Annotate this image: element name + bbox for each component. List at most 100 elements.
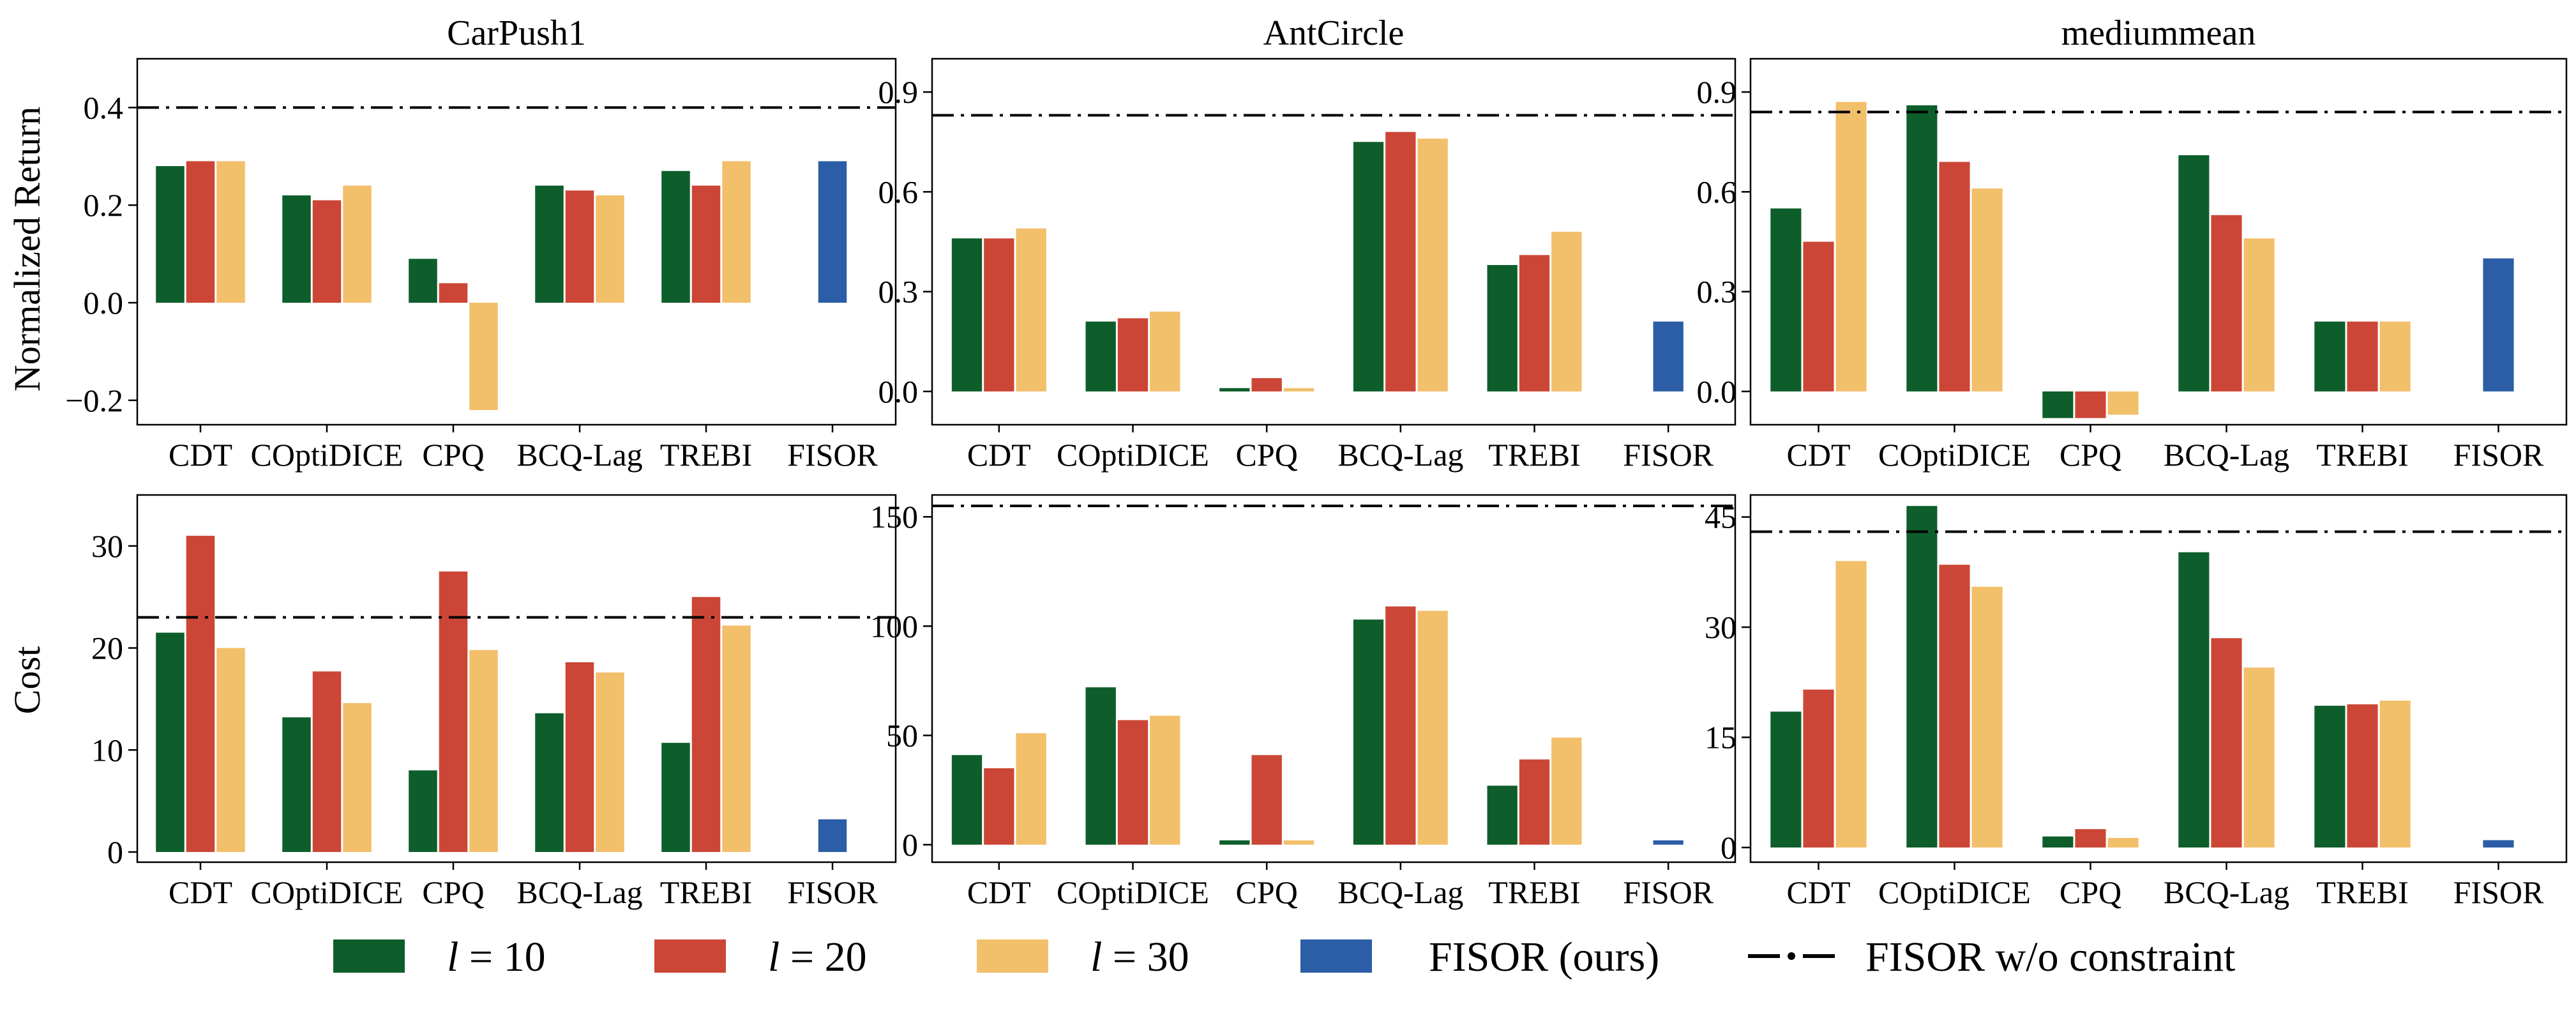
- bar-l10-bcq-lag: [2178, 155, 2210, 391]
- legend-value: FISOR (ours): [1429, 934, 1659, 980]
- x-tick-label: FISOR: [1623, 874, 1714, 910]
- legend-label: FISOR (ours): [1429, 934, 1659, 980]
- x-tick-label: BCQ-Lag: [516, 874, 642, 910]
- chart-panel-6: 0 15 30 45 CDT COptiDICE CPQ BCQ-Lag TREBI FISOR: [1705, 494, 2568, 910]
- bar-l30-cpq: [1283, 840, 1314, 845]
- x-tick-label: CPQ: [2060, 437, 2121, 473]
- legend-label: l = 30: [1090, 934, 1189, 980]
- bar-fisor-fisor: [818, 161, 847, 303]
- bar-l10-bcq-lag: [1353, 620, 1384, 845]
- legend-value: = 20: [780, 934, 866, 980]
- x-tick-label: TREBI: [1488, 874, 1580, 910]
- chart-panel-3: mediummean 0.0 0.3 0.6 0.9 CDT COptiDICE CPQ BCQ…: [1697, 13, 2568, 473]
- x-tick-label: FISOR: [2453, 437, 2544, 473]
- x-tick-label: FISOR: [787, 874, 878, 910]
- bar-fisor-fisor: [818, 819, 847, 853]
- x-tick-label: BCQ-Lag: [516, 437, 642, 473]
- bar-l30-coptidice: [343, 185, 372, 303]
- bar-l30-bcq-lag: [596, 195, 624, 303]
- bar-l30-bcq-lag: [596, 672, 624, 853]
- y-tick-label: 0: [902, 827, 918, 863]
- bar-l30-cdt: [216, 648, 245, 853]
- bar-l30-trebi: [1551, 231, 1582, 391]
- bar-l20-coptidice: [1939, 565, 1970, 848]
- x-tick-label: BCQ-Lag: [2164, 874, 2289, 910]
- bar-l10-cpq: [2042, 836, 2074, 848]
- bar-l20-bcq-lag: [565, 190, 594, 303]
- x-tick-label: TREBI: [1488, 437, 1580, 473]
- x-tick-label: COptiDICE: [1878, 874, 2031, 910]
- bar-fisor-fisor: [2483, 258, 2514, 391]
- bar-l30-cpq: [2107, 838, 2139, 848]
- legend-label: l = 10: [447, 934, 546, 980]
- bar-l30-coptidice: [1971, 188, 2003, 391]
- bar-l20-bcq-lag: [1385, 606, 1416, 845]
- legend-swatch: [333, 939, 405, 973]
- bar-l20-coptidice: [1939, 162, 1970, 391]
- legend: l = 10 l = 20 l = 30 FISOR (ours) FISOR w/o …: [333, 934, 2235, 980]
- legend-label: FISOR w/o constraint: [1865, 934, 2235, 980]
- bar-l20-cdt: [186, 161, 215, 303]
- bar-l30-cdt: [1835, 102, 1867, 391]
- bar-l30-bcq-lag: [1417, 139, 1448, 391]
- bar-l10-cdt: [951, 755, 983, 845]
- chart-panel-1: CarPush1 −0.2 0.0 0.2 0.4 CDT COptiDICE CPQ BCQ-…: [65, 13, 897, 473]
- x-tick-label: CPQ: [1236, 874, 1298, 910]
- bar-l10-coptidice: [1906, 105, 1938, 391]
- bar-l20-cdt: [186, 535, 215, 853]
- bar-l10-cpq: [1219, 840, 1250, 845]
- bar-l20-cdt: [1803, 241, 1834, 391]
- x-tick-label: CDT: [169, 437, 232, 473]
- bar-l30-bcq-lag: [2243, 238, 2275, 391]
- x-tick-label: CPQ: [422, 437, 484, 473]
- bar-fisor-fisor: [1653, 321, 1683, 391]
- bar-l20-trebi: [2347, 704, 2378, 848]
- bar-l10-cdt: [951, 238, 983, 391]
- plot-frame: [1749, 57, 2568, 426]
- bar-l10-coptidice: [282, 195, 311, 303]
- bar-l30-coptidice: [343, 703, 372, 853]
- y-tick-label: 0.9: [1697, 74, 1737, 110]
- plot-frame: [931, 494, 1736, 863]
- x-tick-label: FISOR: [1623, 437, 1714, 473]
- row-label-return: Normalized Return: [6, 107, 48, 391]
- legend-value: = 10: [458, 934, 545, 980]
- bar-l10-bcq-lag: [1353, 142, 1384, 391]
- plot-frame: [136, 494, 897, 863]
- legend-var: l: [1090, 934, 1102, 980]
- bar-l10-cdt: [1770, 711, 1802, 848]
- bar-l10-trebi: [2314, 321, 2346, 391]
- bar-fisor-fisor: [1653, 840, 1683, 845]
- legend-item-5: FISOR w/o constraint: [1748, 934, 2235, 980]
- bar-l20-cpq: [439, 283, 468, 303]
- bar-l10-trebi: [1487, 264, 1518, 391]
- y-tick-label: 0.3: [1697, 274, 1737, 310]
- x-tick-label: TREBI: [660, 437, 752, 473]
- bar-l10-bcq-lag: [2178, 552, 2210, 848]
- x-tick-label: CDT: [967, 437, 1031, 473]
- bar-l10-cpq: [409, 770, 437, 853]
- bar-l10-bcq-lag: [535, 185, 564, 303]
- y-tick-label: −0.2: [65, 383, 123, 418]
- bar-l10-cdt: [1770, 208, 1802, 391]
- x-tick-label: CPQ: [1236, 437, 1298, 473]
- bar-l30-coptidice: [1150, 311, 1180, 391]
- y-tick-label: 100: [870, 608, 918, 644]
- y-tick-label: 0.2: [84, 187, 124, 223]
- bar-l30-cdt: [1835, 561, 1867, 848]
- bar-l30-coptidice: [1150, 715, 1180, 845]
- y-tick-label: 30: [91, 528, 123, 564]
- bar-l20-coptidice: [1117, 720, 1149, 845]
- legend-item-1: l = 10: [333, 934, 546, 980]
- y-tick-label: 0: [1721, 830, 1736, 865]
- bar-l10-coptidice: [1906, 506, 1938, 848]
- bar-l30-trebi: [2379, 321, 2411, 391]
- bar-l20-cdt: [984, 238, 1014, 391]
- plot-frame: [1749, 494, 2568, 863]
- x-tick-label: CDT: [967, 874, 1031, 910]
- bar-l30-cdt: [1016, 228, 1046, 391]
- bar-l20-trebi: [1519, 759, 1550, 845]
- x-tick-label: TREBI: [2316, 874, 2408, 910]
